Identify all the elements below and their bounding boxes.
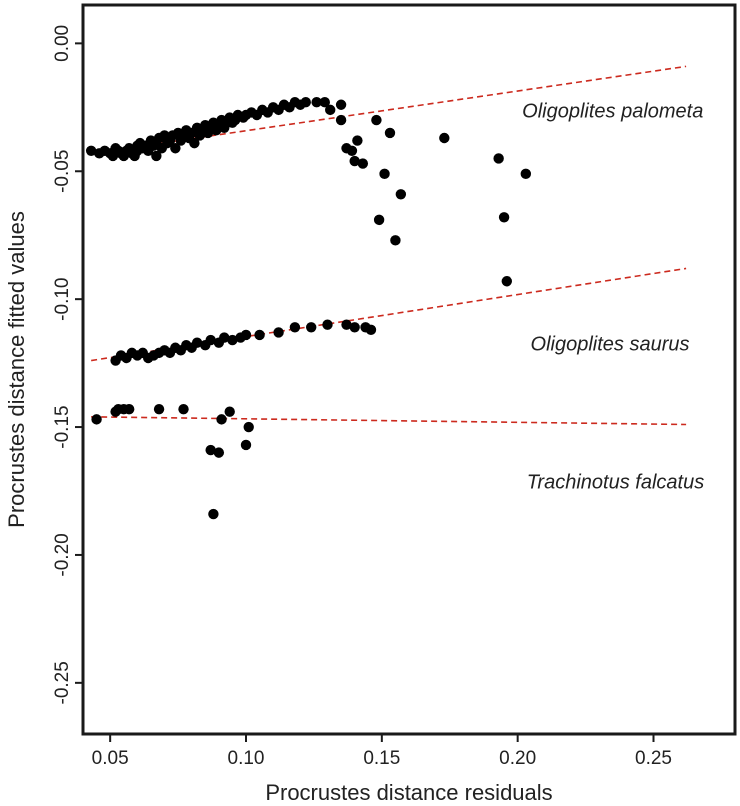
data-point [289, 322, 301, 333]
fit-line [91, 416, 687, 426]
data-point [357, 158, 369, 169]
data-point [349, 322, 360, 333]
data-point [273, 327, 284, 338]
data-point [341, 319, 352, 330]
data-point [219, 332, 230, 343]
x-tick-label: 0.10 [228, 748, 265, 769]
data-points [85, 97, 532, 520]
data-point [306, 322, 317, 333]
data-point [520, 168, 532, 180]
data-point [365, 324, 377, 336]
data-point [170, 143, 181, 154]
data-point [498, 212, 510, 223]
x-tick-label: 0.20 [499, 748, 536, 769]
data-point [325, 104, 336, 116]
y-tick-label: -0.05 [52, 150, 73, 193]
data-point [254, 329, 265, 341]
data-point [208, 508, 219, 520]
data-point [91, 414, 102, 425]
data-point [335, 114, 347, 126]
data-point [335, 99, 347, 110]
x-tick-label: 0.05 [92, 748, 129, 769]
data-point [319, 97, 330, 108]
y-tick-label: -0.25 [52, 661, 73, 704]
data-point [390, 235, 401, 246]
data-point [213, 447, 225, 458]
species-label: Trachinotus falcatus [527, 472, 705, 494]
species-label: Oligoplites saurus [531, 333, 690, 355]
y-tick-label: -0.15 [52, 405, 73, 448]
data-point [300, 97, 311, 108]
data-point [311, 97, 322, 108]
data-point [240, 329, 252, 341]
data-point [371, 114, 382, 126]
data-point [205, 334, 216, 346]
data-point [240, 439, 252, 451]
y-tick-label: -0.10 [52, 278, 73, 321]
x-tick-label: 0.25 [635, 748, 672, 769]
x-axis-title: Procrustes distance residuals [265, 780, 552, 805]
data-point [439, 132, 450, 144]
data-point [123, 403, 135, 415]
data-point [153, 403, 165, 415]
y-tick-label: -0.20 [52, 533, 73, 576]
data-point [379, 168, 390, 180]
species-labels: Oligoplites palometa Oligoplites saurus Tr… [522, 101, 704, 494]
data-point [322, 319, 333, 330]
data-point [373, 214, 385, 226]
data-point [191, 337, 203, 348]
x-axis: 0.05 0.10 0.15 0.20 0.25 [92, 734, 672, 769]
data-point [493, 153, 504, 164]
y-axis: 0.00 -0.05 -0.10 -0.15 -0.20 -0.25 [52, 25, 83, 704]
plot-frame [81, 3, 737, 736]
data-point [501, 276, 512, 287]
data-point [189, 137, 200, 149]
data-point [384, 127, 396, 139]
data-point [346, 145, 358, 156]
y-tick-label: 0.00 [52, 25, 73, 62]
data-point [395, 189, 407, 200]
data-point [224, 406, 235, 417]
data-point [352, 135, 363, 146]
data-point [85, 145, 97, 156]
data-point [151, 150, 162, 162]
y-axis-title: Procrustes distance fitted values [4, 211, 29, 528]
data-point [227, 334, 238, 346]
data-point [178, 403, 189, 415]
data-point [243, 421, 254, 433]
data-point [205, 444, 216, 456]
species-label: Oligoplites palometa [522, 101, 703, 123]
x-tick-label: 0.15 [363, 748, 400, 769]
data-point [349, 155, 360, 167]
data-point [216, 414, 227, 425]
